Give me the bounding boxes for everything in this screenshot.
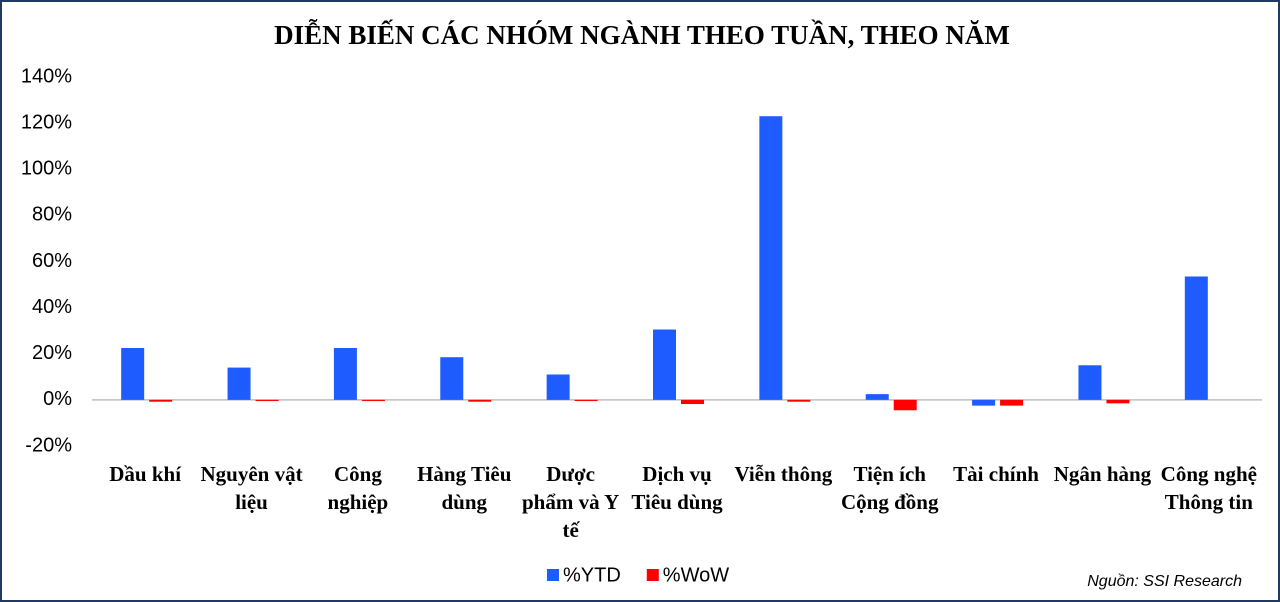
bar [574, 399, 598, 402]
legend-swatch [646, 569, 659, 581]
x-tick-label: Dược phẩm và Y tế [522, 462, 620, 542]
bar [865, 394, 889, 400]
bar [1000, 399, 1024, 406]
x-tick-label: Tài chính [953, 462, 1039, 486]
bar [893, 399, 917, 411]
bar [468, 399, 492, 402]
y-tick-label: 40% [32, 296, 72, 318]
chart-title: DIỄN BIẾN CÁC NHÓM NGÀNH THEO TUẦN, THEO… [274, 19, 1010, 50]
x-tick-label: Hàng Tiêu dùng [417, 462, 512, 514]
y-tick-label: 140% [21, 65, 72, 87]
y-tick-label: 60% [32, 250, 72, 272]
bar [972, 399, 996, 406]
bar [227, 367, 251, 400]
bar [787, 399, 811, 402]
bar [1106, 399, 1130, 404]
x-tick-label: Dịch vụ Tiêu dùng [631, 462, 723, 514]
bar [149, 399, 173, 402]
y-tick-label: 0% [43, 388, 72, 410]
x-tick-label: Tiện ích Cộng đồng [840, 462, 939, 514]
x-tick-label: Dầu khí [109, 462, 182, 486]
bar [759, 116, 783, 400]
bar [121, 347, 145, 400]
y-tick-label: -20% [25, 434, 72, 456]
bar [333, 347, 357, 400]
y-tick-label: 80% [32, 204, 72, 226]
x-tick-label: Nguyên vật liệu [200, 462, 303, 514]
x-tick-label: Công nghiệp [327, 462, 389, 514]
legend-label: %WoW [663, 564, 729, 586]
x-tick-label: Viễn thông [734, 462, 833, 486]
legend-label: %YTD [563, 564, 621, 586]
y-tick-label: 120% [21, 111, 72, 133]
bar [361, 399, 385, 402]
source-note: Nguồn: SSI Research [1087, 573, 1242, 590]
x-tick-label: Công nghệ Thông tin [1160, 462, 1257, 514]
bar [546, 374, 570, 400]
bar [1184, 276, 1208, 400]
bar [440, 357, 464, 400]
bar [653, 329, 676, 400]
bar [681, 399, 704, 405]
legend-swatch [547, 569, 559, 581]
y-tick-label: 100% [21, 158, 72, 180]
y-tick-label: 20% [32, 342, 72, 364]
x-tick-label: Ngân hàng [1053, 462, 1152, 486]
bar [1078, 365, 1102, 400]
bar [255, 399, 279, 402]
